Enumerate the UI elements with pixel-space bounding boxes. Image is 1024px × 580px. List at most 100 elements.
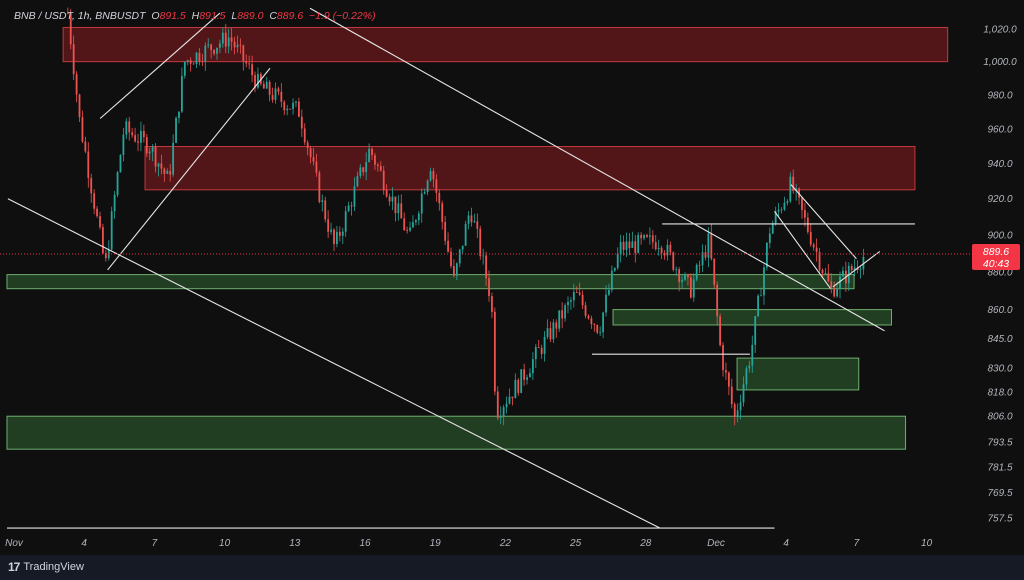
candle-down bbox=[678, 269, 681, 282]
candle-up bbox=[552, 322, 555, 340]
candle-up bbox=[417, 213, 420, 221]
candle-down bbox=[93, 193, 96, 209]
candle-down bbox=[99, 216, 101, 228]
candle-down bbox=[540, 347, 543, 354]
candle-down bbox=[806, 217, 809, 232]
time-tick-label: 19 bbox=[430, 538, 442, 549]
candle-down bbox=[470, 215, 473, 223]
candle-down bbox=[578, 292, 581, 295]
price-tick-label: 818.0 bbox=[987, 387, 1012, 398]
candle-up bbox=[648, 235, 651, 237]
candle-down bbox=[233, 41, 236, 48]
candle-down bbox=[818, 252, 821, 270]
candle-down bbox=[687, 274, 689, 278]
candle-down bbox=[537, 346, 540, 348]
candles-layer bbox=[66, 7, 865, 426]
price-tick-label: 830.0 bbox=[987, 363, 1012, 374]
candle-up bbox=[546, 328, 549, 337]
price-tick-label: 757.5 bbox=[987, 514, 1012, 525]
candle-down bbox=[245, 60, 248, 64]
candle-up bbox=[774, 211, 777, 224]
candle-up bbox=[391, 196, 394, 202]
candle-down bbox=[432, 171, 435, 180]
candle-up bbox=[777, 209, 780, 212]
candle-down bbox=[134, 135, 136, 142]
candle-up bbox=[625, 241, 628, 250]
price-tick-label: 940.0 bbox=[987, 159, 1012, 170]
trendline bbox=[832, 250, 881, 288]
candle-up bbox=[455, 263, 458, 276]
time-axis[interactable]: Nov 4 7 10 13 16 19 22 25 28 Dec 4 7 10 bbox=[0, 535, 1024, 555]
price-tick-label: 980.0 bbox=[987, 90, 1012, 101]
candle-up bbox=[675, 269, 678, 271]
candle-up bbox=[344, 211, 347, 232]
candle-down bbox=[131, 132, 134, 136]
candle-up bbox=[180, 75, 183, 112]
price-chart[interactable]: 1,020.0 1,000.0 980.0 960.0 940.0 920.0 900.0 8… bbox=[0, 0, 1024, 555]
candle-down bbox=[672, 252, 675, 270]
candle-down bbox=[584, 305, 587, 316]
candle-down bbox=[160, 163, 163, 169]
candle-up bbox=[613, 267, 616, 271]
candle-up bbox=[321, 200, 324, 202]
high-value: 891.5 bbox=[199, 10, 226, 22]
candle-up bbox=[543, 336, 546, 354]
price-tag-countdown: 40:43 bbox=[983, 258, 1009, 270]
open-label: O bbox=[151, 10, 160, 22]
candle-down bbox=[812, 244, 815, 248]
price-tick-label: 880.0 bbox=[987, 267, 1012, 278]
candle-up bbox=[359, 167, 362, 177]
candle-up bbox=[558, 310, 561, 329]
candle-up bbox=[183, 61, 186, 76]
candle-down bbox=[733, 404, 736, 417]
candle-up bbox=[397, 203, 400, 214]
candle-down bbox=[142, 130, 145, 138]
time-tick-label: 4 bbox=[783, 538, 789, 549]
symbol-legend[interactable]: BNB / USDT, 1h, BNBUSDT O891.5 H891.5 L8… bbox=[14, 10, 376, 22]
candle-up bbox=[257, 73, 259, 88]
candle-up bbox=[534, 346, 537, 360]
candle-down bbox=[239, 44, 242, 46]
open-value: 891.5 bbox=[159, 10, 186, 22]
candle-down bbox=[90, 178, 93, 194]
candle-up bbox=[570, 300, 572, 302]
candle-down bbox=[561, 310, 564, 319]
time-tick-label: 28 bbox=[639, 538, 652, 549]
price-axis[interactable]: 1,020.0 1,000.0 980.0 960.0 940.0 920.0 900.0 8… bbox=[983, 25, 1017, 525]
candle-down bbox=[663, 253, 666, 256]
trendline bbox=[774, 210, 832, 290]
candle-up bbox=[739, 402, 742, 411]
candle-down bbox=[268, 81, 271, 95]
price-tag-value: 889.6 bbox=[983, 246, 1009, 258]
candle-up bbox=[605, 294, 607, 313]
trendline bbox=[7, 198, 661, 529]
candle-down bbox=[488, 278, 490, 297]
tradingview-brand[interactable]: 17 TradingView bbox=[8, 560, 84, 574]
time-tick-label: 4 bbox=[81, 538, 87, 549]
candle-down bbox=[581, 294, 584, 306]
time-tick-label: 13 bbox=[289, 538, 301, 549]
price-tick-label: 900.0 bbox=[987, 230, 1012, 241]
candle-up bbox=[760, 295, 762, 297]
candle-up bbox=[684, 274, 686, 280]
candle-down bbox=[163, 168, 166, 174]
candle-up bbox=[341, 231, 344, 236]
candle-up bbox=[113, 194, 116, 212]
price-tag: 889.6 40:43 bbox=[972, 243, 1020, 270]
candle-down bbox=[660, 247, 663, 254]
candle-down bbox=[815, 247, 818, 253]
candle-down bbox=[403, 218, 406, 231]
candle-up bbox=[602, 312, 604, 333]
candle-down bbox=[394, 196, 397, 214]
candle-up bbox=[567, 301, 569, 306]
candle-down bbox=[69, 13, 72, 45]
time-axis-background bbox=[0, 535, 1024, 555]
candle-down bbox=[801, 197, 803, 211]
candle-down bbox=[435, 179, 438, 193]
candle-up bbox=[616, 253, 619, 268]
candle-down bbox=[719, 316, 721, 346]
candle-up bbox=[692, 279, 695, 298]
candle-down bbox=[669, 244, 672, 253]
trendline bbox=[99, 12, 221, 119]
candle-down bbox=[87, 151, 90, 179]
